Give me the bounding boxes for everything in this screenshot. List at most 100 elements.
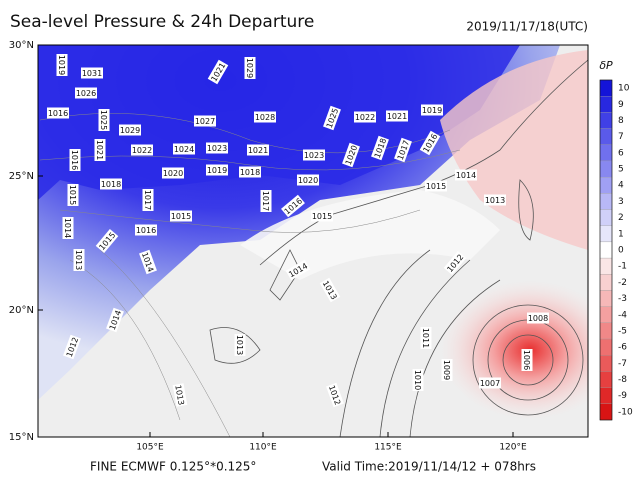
isobar-label-box [285,259,311,281]
isobar-label: 1016 [69,149,81,171]
issue-time: 2019/11/17/18(UTC) [466,20,588,34]
isobar-label: 1027 [194,115,216,127]
isobar-label-text: 1017 [261,191,270,211]
isobar-label-box [521,349,533,371]
lon-label: 120°E [499,443,527,453]
isobar-label-text: 1025 [99,110,108,130]
isobar-label-box [142,189,154,211]
isobar-label-box [441,359,453,381]
isobar-label-text: 1015 [171,212,191,221]
isobar-label-text: 1015 [312,212,332,221]
isobar-label-text: 1029 [245,58,254,78]
isobar-label-box [386,110,408,122]
colorbar-label: -10 [618,407,633,417]
isobar-label: 1018 [239,166,261,178]
isobar-label-text: 1024 [174,145,194,154]
isobar-label-box [260,190,272,212]
colorbar-swatch [599,338,613,356]
colorbar-swatch [599,371,613,388]
colorbar-swatch [599,241,613,259]
isobar-label-box [81,67,103,79]
colorbar-swatch [599,176,613,194]
colorbar-swatch [599,144,613,162]
isobar-label-text: 1021 [248,146,268,155]
isobar-label: 1023 [303,149,325,161]
isobar-label: 1023 [206,142,228,154]
isobar-label-text: 1016 [70,150,79,170]
isobar-label-text: 1016 [136,226,156,235]
colorbar-swatch [599,322,613,340]
isobar-label-box [62,217,74,239]
isobar-label: 1019 [206,164,228,176]
isobar-label: 1029 [119,124,141,136]
isobar-label-box [94,139,106,161]
isobar-label: 1021 [386,110,408,122]
isobar-label-box [254,111,276,123]
isobar-label: 1031 [81,67,103,79]
colorbar-swatch [599,96,613,113]
colorbar-swatch [599,128,613,145]
isobar-label-box [75,87,97,99]
isobar-label-box [106,307,124,333]
isobar-label-text: 1023 [304,151,324,160]
colorbar-swatch [599,209,613,226]
isobar-label-box [206,142,228,154]
lat-label: 25°N [9,171,34,182]
isobar-label: 1017 [142,189,154,211]
isobar-label-text: 1021 [95,140,104,160]
colorbar-label: 3 [618,197,624,207]
isobar-label: 1016 [135,224,157,236]
isobar-label: 1006 [521,349,533,371]
isobar-label-box [394,137,412,163]
lon-label: 105°E [136,443,164,453]
isobar-label-box [135,224,157,236]
isobar-label-text: 1013 [485,196,505,205]
isobar-label-text: 1018 [101,180,121,189]
isobar-label: 1015 [170,210,192,222]
isobar-label-box [297,174,319,186]
isobar-label-text: 1018 [240,168,260,177]
isobar-label-box [479,377,501,389]
colorbar-swatch [599,160,613,178]
isobar-label-text: 1019 [207,166,227,175]
isobar-label-box [420,327,432,349]
isobar-label-box [139,249,157,275]
isobar-label: 1014 [62,217,74,239]
isobar-label-box [56,54,68,76]
isobar-label-box [419,130,441,156]
colorbar-swatch [599,403,613,421]
isobar-label: 1018 [100,178,122,190]
isobar-label-box [67,184,79,206]
isobar-label-box [206,164,228,176]
colorbar-label: 1 [618,229,624,239]
isobar-label-box [207,59,229,85]
isobar-label: 1013 [484,194,506,206]
isobar-label-box [100,178,122,190]
isobar-label: 1021 [247,144,269,156]
isobar-label-text: 1014 [456,171,476,180]
isobar-label-box [342,142,360,168]
isobar-label: 1013 [234,334,246,356]
isobar-label: 1010 [412,369,424,391]
isobar-label-box [173,143,195,155]
isobar-label-text: 1020 [163,169,183,178]
lon-label: 115°E [374,443,402,453]
isobar-label: 1028 [254,111,276,123]
isobar-label-box [69,149,81,171]
isobar-label-box [527,312,549,324]
colorbar-swatch [599,290,613,307]
isobar-label-box [311,210,333,222]
isobar-label: 1020 [162,167,184,179]
isobar-label-text: 1008 [528,314,548,323]
isobar-label: 1020 [297,174,319,186]
isobar-label-box [98,109,110,131]
isobar-label-box [326,382,344,408]
colorbar-label: 10 [618,84,630,94]
colorbar-swatch [599,306,613,324]
isobar-label-box [247,144,269,156]
isobar-label-box [443,251,467,275]
map-field [38,45,588,437]
colorbar-swatch [599,112,613,129]
lat-label: 20°N [9,305,34,316]
isobar-label: 1014 [455,169,477,181]
